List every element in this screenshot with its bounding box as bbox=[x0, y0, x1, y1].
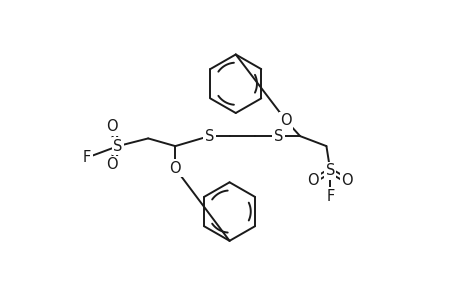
Text: F: F bbox=[325, 189, 334, 204]
Text: O: O bbox=[341, 173, 353, 188]
Text: O: O bbox=[169, 161, 181, 176]
Text: O: O bbox=[307, 173, 319, 188]
Text: O: O bbox=[106, 119, 118, 134]
Text: S: S bbox=[325, 163, 334, 178]
Text: O: O bbox=[106, 157, 118, 172]
Text: S: S bbox=[113, 139, 123, 154]
Text: S: S bbox=[273, 129, 282, 144]
Text: O: O bbox=[280, 113, 291, 128]
Text: F: F bbox=[83, 150, 91, 165]
Text: S: S bbox=[204, 129, 213, 144]
